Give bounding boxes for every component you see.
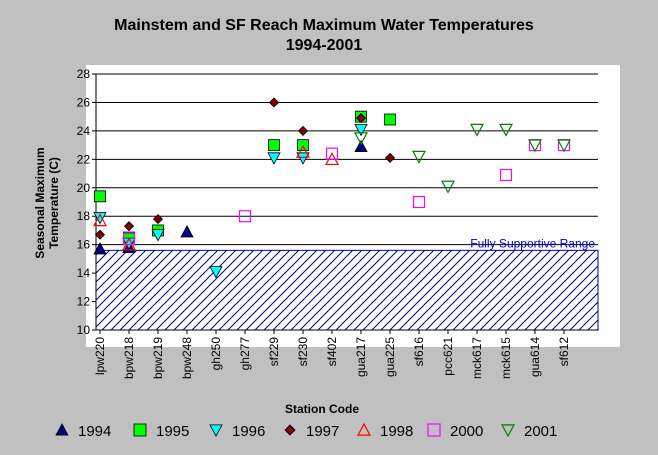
plot-area: Fully Supportive Range 10 12 14 16 18 20 22 24 26… <box>77 67 599 379</box>
point-1998-lpw220 <box>92 213 108 227</box>
point-1997-sf230 <box>297 125 309 136</box>
point-1997-gua217 <box>355 113 367 124</box>
y-axis-title-line2: Temperature (C) <box>47 157 61 249</box>
point-1996-gh250 <box>209 266 223 279</box>
point-1996-sf229 <box>267 152 281 165</box>
legend-marker-1998 <box>356 422 372 436</box>
x-axis-title: Station Code <box>285 402 359 416</box>
point-1994-bpw248 <box>180 225 194 238</box>
point-1995-lpw220 <box>94 190 106 203</box>
y-tick-label-24: 24 <box>77 124 91 138</box>
point-2001-mck617 <box>469 123 485 137</box>
y-tick-label-20: 20 <box>77 181 91 195</box>
point-1994-lpw220 <box>93 242 107 255</box>
series-1997 <box>94 97 396 240</box>
point-1994-gua217 <box>354 139 368 153</box>
legend-item-1997: 1997 <box>284 423 339 440</box>
series-2001 <box>353 123 572 194</box>
legend-item-2000: 2000 <box>427 423 483 440</box>
x-tick-label-gh250: gh250 <box>209 337 223 371</box>
legend-marker-1994 <box>55 423 69 436</box>
chart-title: Mainstem and SF Reach Maximum Water Temp… <box>114 17 534 34</box>
x-tick-label-sf402: sf402 <box>325 337 339 367</box>
x-tick-label-mck617: mck617 <box>470 337 484 379</box>
y-axis-title-line1: Seasonal Maximum <box>33 147 47 258</box>
legend-item-1996: 1996 <box>209 423 265 440</box>
point-2001-sf612 <box>556 139 572 153</box>
legend-item-1995: 1995 <box>133 423 189 440</box>
x-tick-label-gh277: gh277 <box>238 337 252 371</box>
supportive-range-band <box>95 249 599 331</box>
point-2000-mck615 <box>499 168 513 182</box>
x-tick-label-sf616: sf616 <box>412 337 426 367</box>
x-tick-label-bpw248: bpw248 <box>180 337 194 379</box>
point-2000-sf402 <box>325 147 339 160</box>
chart-subtitle: 1994-2001 <box>286 37 363 54</box>
x-tick-label-sf229: sf229 <box>267 337 281 367</box>
x-tick-label-bpw218: bpw218 <box>122 337 136 379</box>
y-tick-label-12: 12 <box>77 295 91 309</box>
x-tick-label-gua225: gua225 <box>383 337 397 377</box>
supportive-range-label: Fully Supportive Range <box>470 236 595 250</box>
x-tick-label-sf612: sf612 <box>557 337 571 367</box>
point-2001-sf616 <box>411 150 427 164</box>
legend-item-1994: 1994 <box>55 423 111 440</box>
y-tick-label-14: 14 <box>77 266 91 280</box>
point-1997-gua225 <box>384 152 396 163</box>
legend-item-2001: 2001 <box>500 423 557 440</box>
point-1997-lpw220 <box>94 229 106 240</box>
legend-item-1998: 1998 <box>356 422 413 440</box>
legend-label-1997: 1997 <box>306 423 339 440</box>
legend-label-2001: 2001 <box>524 423 557 440</box>
point-1995-sf229 <box>268 139 280 152</box>
point-1996-lpw220 <box>93 212 107 225</box>
y-tick-label-22: 22 <box>77 152 91 166</box>
legend-marker-1997 <box>284 424 296 436</box>
legend-label-1994: 1994 <box>78 423 111 440</box>
legend-marker-1995 <box>133 423 147 437</box>
x-tick-label-lpw220: lpw220 <box>93 337 107 375</box>
point-2001-gua217 <box>353 132 369 146</box>
y-tick-label-28: 28 <box>77 67 91 81</box>
x-tick-label-gua217: gua217 <box>354 337 368 377</box>
legend-marker-2000 <box>427 423 441 437</box>
x-tick-label-mck615: mck615 <box>499 337 513 379</box>
legend-marker-1996 <box>209 424 223 437</box>
x-tick-label-sf230: sf230 <box>296 337 310 367</box>
point-1998-sf230 <box>295 144 311 158</box>
x-tick-label-pcc621: pcc621 <box>441 337 455 376</box>
legend-marker-2001 <box>500 424 516 438</box>
point-1997-bpw218 <box>123 221 135 232</box>
legend-label-1996: 1996 <box>232 423 265 440</box>
point-1996-sf230 <box>296 152 310 165</box>
point-1996-bpw219 <box>151 229 165 242</box>
point-2000-sf616 <box>412 195 426 209</box>
point-2001-gua614 <box>527 139 543 153</box>
legend: 1994 1995 1996 1997 1998 2000 2001 <box>55 422 557 440</box>
point-1995-gua225 <box>384 113 396 126</box>
y-tick-label-16: 16 <box>77 238 91 252</box>
y-tick-label-26: 26 <box>77 95 91 109</box>
legend-label-2000: 2000 <box>450 423 483 440</box>
y-tick-label-10: 10 <box>77 323 91 337</box>
point-2001-mck615 <box>498 123 514 137</box>
point-2001-pcc621 <box>440 180 456 194</box>
point-1997-sf229 <box>268 97 280 108</box>
legend-label-1998: 1998 <box>380 423 413 440</box>
x-tick-label-bpw219: bpw219 <box>151 337 165 379</box>
series-1996 <box>93 123 368 279</box>
y-tick-label-18: 18 <box>77 209 91 223</box>
point-1996-gua217 <box>354 123 368 137</box>
point-1997-bpw219 <box>152 214 164 225</box>
legend-label-1995: 1995 <box>156 423 189 440</box>
point-2000-gh277 <box>238 210 252 223</box>
point-2000-bpw218 <box>122 232 136 246</box>
x-tick-label-gua614: gua614 <box>528 337 542 377</box>
